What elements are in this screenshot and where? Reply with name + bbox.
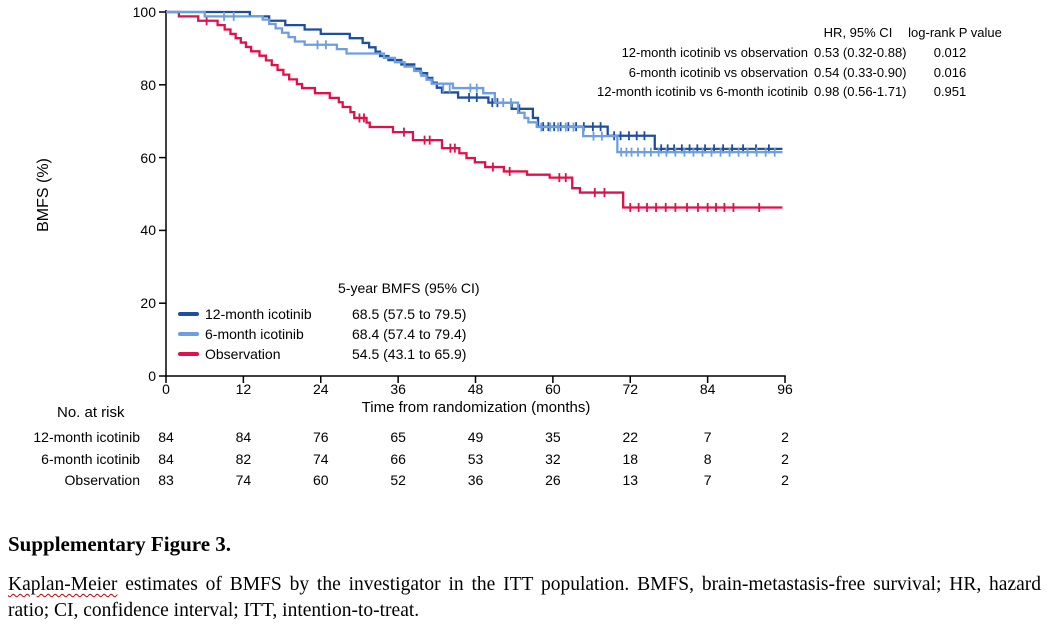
x-tick-label: 96 <box>777 381 793 397</box>
legend-series-value: 54.5 (43.1 to 65.9) <box>352 346 467 362</box>
risk-count: 84 <box>158 429 174 445</box>
caption-title: Supplementary Figure 3. <box>8 532 232 556</box>
risk-count: 2 <box>781 429 789 445</box>
risk-count: 60 <box>312 471 329 488</box>
stats-p-value: 0.016 <box>933 64 967 80</box>
risk-count: 8 <box>703 450 712 467</box>
y-tick-label: 40 <box>140 222 156 239</box>
risk-count: 52 <box>390 471 406 488</box>
km-plot-canvas <box>159 10 786 383</box>
x-tick-label: 36 <box>390 381 406 397</box>
stats-header-pvalue: log-rank P value <box>908 25 1002 40</box>
risk-count: 2 <box>781 450 789 467</box>
legend-swatch <box>178 332 199 336</box>
x-tick-label: 84 <box>699 381 716 397</box>
stats-hr-value: 0.54 (0.33-0.90) <box>814 64 907 80</box>
legend-row: Observation 54.5 (43.1 to 65.9) <box>0 346 600 364</box>
stats-comparison-label: 6-month icotinib vs observation <box>628 64 808 80</box>
legend-series-label: 6-month icotinib <box>205 326 304 342</box>
km-curve-observation <box>166 10 783 209</box>
risk-count: 22 <box>622 429 639 445</box>
y-axis-title: BMFS (%) <box>35 158 52 232</box>
risk-count: 74 <box>235 471 252 488</box>
risk-count: 66 <box>390 450 406 467</box>
stats-hr-value: 0.53 (0.32-0.88) <box>814 45 907 60</box>
y-tick-label: 20 <box>140 295 156 312</box>
legend-series-value: 68.4 (57.4 to 79.4) <box>352 326 467 342</box>
legend-header: 5-year BMFS (95% CI) <box>338 280 480 296</box>
y-tick-label: 80 <box>140 76 156 93</box>
y-tick-label: 100 <box>132 4 156 20</box>
legend-row: 6-month icotinib 68.4 (57.4 to 79.4) <box>0 326 600 344</box>
stats-p-value: 0.951 <box>933 84 967 99</box>
legend-series-value: 68.5 (57.5 to 79.5) <box>352 306 467 322</box>
risk-count: 76 <box>312 429 329 445</box>
x-tick-label: 24 <box>312 381 329 397</box>
risk-count: 53 <box>467 450 484 467</box>
legend-series-label: Observation <box>205 346 281 362</box>
stats-comparison-label: 12-month icotinib vs 6-month icotinib <box>597 84 808 99</box>
risk-count: 2 <box>781 471 789 488</box>
x-tick-label: 48 <box>467 381 484 397</box>
caption-spellcheck-word: Kaplan-Meier <box>8 574 118 595</box>
risk-count: 18 <box>622 450 639 467</box>
legend-series-label: 12-month icotinib <box>205 306 312 322</box>
risk-row-label: Observation <box>64 471 140 488</box>
legend-row: 12-month icotinib 68.5 (57.5 to 79.5) <box>0 306 600 324</box>
x-axis-title: Time from randomization (months) <box>361 399 591 416</box>
y-tick-label: 60 <box>140 149 156 166</box>
stats-row: 12-month icotinib vs observation 0.53 (0.… <box>0 45 1047 61</box>
caption-body: Kaplan-Meier estimates of BMFS by the in… <box>8 572 1041 623</box>
y-tick-label: 0 <box>148 368 156 384</box>
risk-count: 84 <box>158 450 174 467</box>
x-tick-label: 72 <box>622 381 639 397</box>
risk-count: 35 <box>545 429 561 445</box>
x-tick-label: 0 <box>162 381 170 397</box>
stats-header-hr: HR, 95% CI <box>823 25 893 40</box>
risk-count: 82 <box>235 450 252 467</box>
stats-row: 6-month icotinib vs observation 0.54 (0.3… <box>0 65 1047 81</box>
risk-row-label: 6-month icotinib <box>41 450 140 467</box>
km-curve-6-month-icotinib <box>166 10 783 154</box>
caption-body-text: estimates of BMFS by the investigator in… <box>8 574 1041 621</box>
stats-hr-value: 0.98 (0.56-1.71) <box>814 84 907 99</box>
risk-count: 84 <box>235 429 252 445</box>
stats-row: 12-month icotinib vs 6-month icotinib 0.9… <box>0 84 1047 100</box>
risk-count: 74 <box>312 450 329 467</box>
risk-table-title: No. at risk <box>57 404 125 421</box>
x-tick-label: 12 <box>235 381 252 397</box>
risk-count: 13 <box>622 471 639 488</box>
stats-p-value: 0.012 <box>933 45 967 60</box>
risk-count: 65 <box>390 429 406 445</box>
risk-count: 83 <box>158 471 174 488</box>
stats-comparison-label: 12-month icotinib vs observation <box>621 45 808 60</box>
x-tick-label: 60 <box>545 381 561 397</box>
risk-count: 36 <box>467 471 484 488</box>
risk-count: 49 <box>467 429 484 445</box>
risk-count: 26 <box>545 471 561 488</box>
risk-count: 32 <box>545 450 561 467</box>
legend-swatch <box>178 312 199 316</box>
legend-swatch <box>178 352 199 356</box>
risk-row-label: 12-month icotinib <box>33 429 140 445</box>
risk-count: 7 <box>703 471 712 488</box>
risk-count: 7 <box>703 429 712 445</box>
